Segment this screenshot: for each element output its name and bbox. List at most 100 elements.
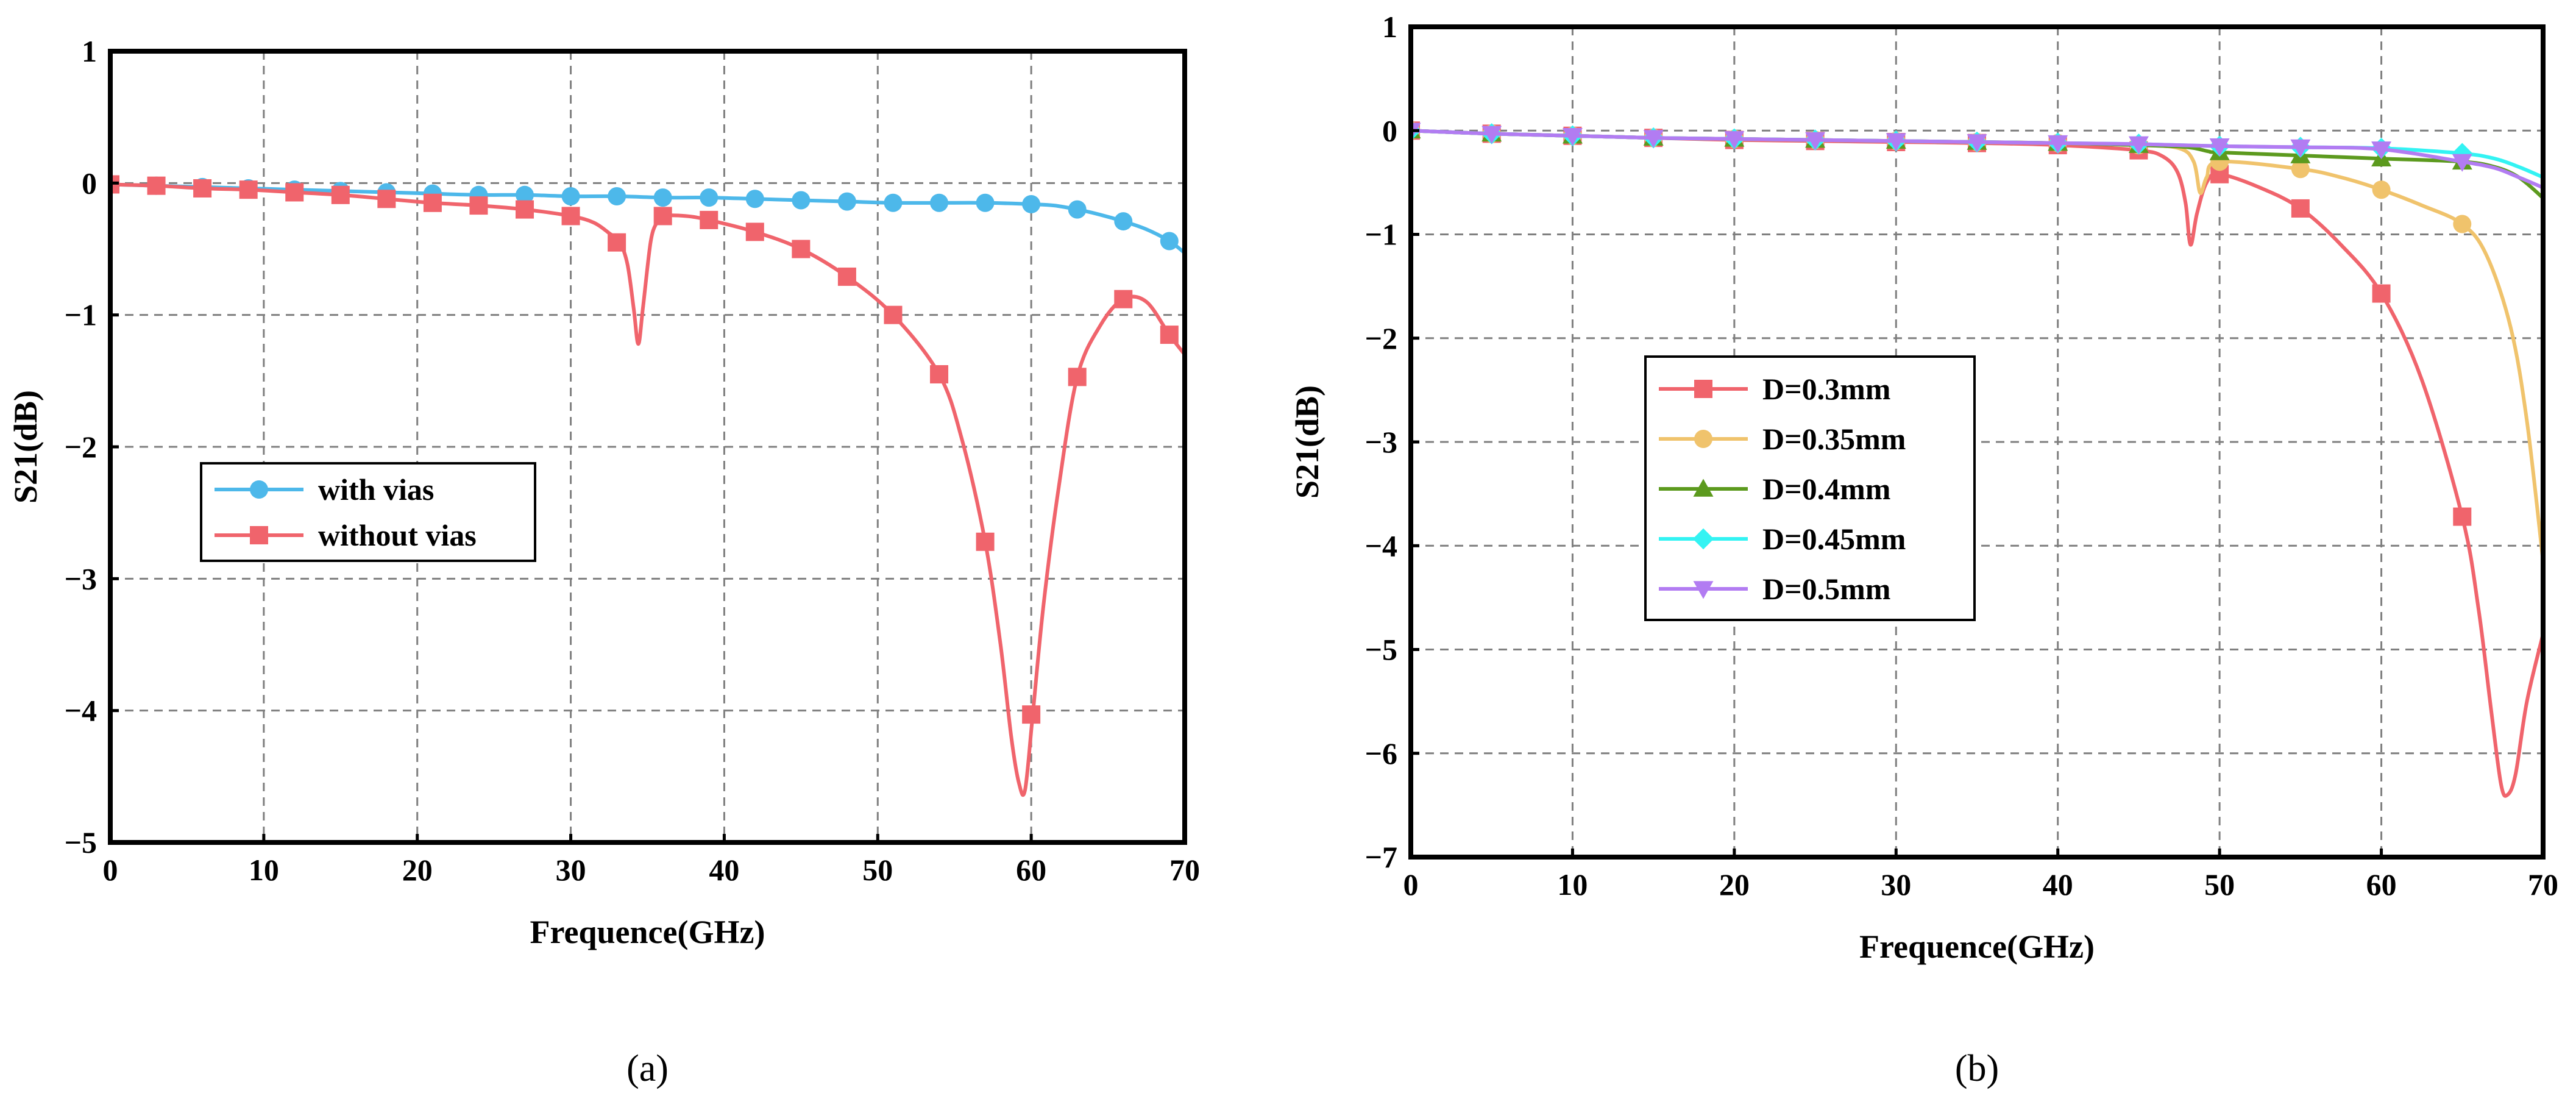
data-point bbox=[1022, 705, 1041, 724]
legend-label: without vias bbox=[318, 518, 477, 552]
data-point bbox=[2291, 160, 2310, 179]
x-axis-label: Frequence(GHz) bbox=[530, 914, 765, 950]
data-point bbox=[1022, 194, 1041, 213]
legend-label: D=0.5mm bbox=[1762, 572, 1890, 606]
x-tick-label: 30 bbox=[556, 853, 586, 887]
data-point bbox=[2048, 135, 2068, 154]
y-tick-label: 1 bbox=[1382, 10, 1397, 44]
data-point bbox=[2209, 138, 2230, 157]
data-point bbox=[653, 188, 672, 207]
data-point bbox=[608, 187, 626, 205]
data-point bbox=[745, 222, 764, 241]
legend-item: D=0.35mm bbox=[1659, 422, 1906, 456]
data-point bbox=[2291, 199, 2310, 218]
data-point bbox=[1724, 131, 1745, 149]
y-axis-label: S21(dB) bbox=[1289, 385, 1325, 499]
legend-marker bbox=[1692, 528, 1714, 550]
legend-label: with vias bbox=[318, 472, 434, 507]
y-tick-label: −5 bbox=[65, 825, 98, 860]
data-point bbox=[2128, 136, 2149, 154]
series-without-vias bbox=[110, 175, 1185, 797]
data-point bbox=[193, 179, 212, 198]
legend-item: D=0.45mm bbox=[1659, 522, 1906, 556]
data-point bbox=[561, 207, 580, 226]
data-point bbox=[516, 200, 534, 219]
legend-marker bbox=[250, 480, 268, 499]
y-tick-label: −4 bbox=[1365, 529, 1398, 563]
data-point bbox=[930, 193, 949, 212]
y-tick-label: −4 bbox=[65, 694, 98, 728]
y-tick-label: 0 bbox=[82, 166, 97, 200]
y-tick-label: −1 bbox=[65, 298, 98, 332]
data-point bbox=[976, 532, 995, 551]
data-point bbox=[1967, 134, 1987, 152]
x-tick-label: 50 bbox=[862, 853, 893, 887]
legend-item: D=0.4mm bbox=[1659, 472, 1890, 506]
data-point bbox=[930, 365, 949, 384]
legend-item: with vias bbox=[215, 472, 434, 507]
data-point bbox=[1160, 326, 1179, 344]
legend-marker bbox=[1694, 380, 1712, 398]
y-tick-label: −2 bbox=[65, 430, 98, 464]
data-point bbox=[976, 193, 995, 212]
data-point bbox=[2452, 154, 2472, 172]
x-tick-label: 20 bbox=[1719, 867, 1750, 902]
x-tick-label: 40 bbox=[2043, 867, 2073, 902]
series-line bbox=[1411, 129, 2543, 190]
y-tick-label: −5 bbox=[1365, 633, 1398, 667]
data-point bbox=[837, 267, 856, 286]
data-point bbox=[331, 185, 350, 204]
x-tick-label: 60 bbox=[2366, 867, 2397, 902]
x-tick-label: 60 bbox=[1016, 853, 1046, 887]
data-point bbox=[516, 185, 534, 204]
data-point bbox=[1562, 128, 1583, 146]
legend-item: without vias bbox=[215, 518, 477, 552]
legend-label: D=0.3mm bbox=[1762, 372, 1890, 406]
data-point bbox=[1114, 212, 1133, 231]
series-line bbox=[110, 182, 1185, 255]
chart-panel-a: 0 10 20 30 40 50 60 7010−1−2−3−4−5Frequence(GHz… bbox=[7, 34, 1200, 1089]
legend-marker bbox=[1693, 479, 1714, 497]
y-tick-label: −3 bbox=[65, 561, 98, 596]
legend-item: D=0.3mm bbox=[1659, 372, 1890, 406]
data-point bbox=[792, 191, 811, 210]
x-tick-label: 30 bbox=[1881, 867, 1911, 902]
chart-panel-b: 0 10 20 30 40 50 60 7010−1−2−3−4−5−6−7Frequence… bbox=[1289, 10, 2558, 1089]
data-point bbox=[2372, 180, 2391, 199]
legend-label: D=0.4mm bbox=[1762, 472, 1890, 506]
data-point bbox=[1068, 368, 1087, 386]
x-tick-label: 70 bbox=[1169, 853, 1200, 887]
legend-label: D=0.35mm bbox=[1762, 422, 1906, 456]
data-point bbox=[1068, 200, 1087, 219]
data-point bbox=[1114, 290, 1133, 308]
data-point bbox=[561, 187, 580, 205]
panel-label: (b) bbox=[1955, 1048, 1999, 1089]
data-point bbox=[2290, 139, 2311, 157]
legend-item: D=0.5mm bbox=[1659, 572, 1890, 606]
legend-label: D=0.45mm bbox=[1762, 522, 1906, 556]
x-tick-label: 70 bbox=[2528, 867, 2558, 902]
legend-marker bbox=[1693, 581, 1714, 599]
data-point bbox=[377, 190, 396, 208]
legend-box bbox=[200, 462, 536, 562]
y-tick-label: −2 bbox=[1365, 321, 1398, 355]
data-point bbox=[745, 190, 764, 208]
data-point bbox=[1160, 232, 1179, 251]
x-axis-label: Frequence(GHz) bbox=[1859, 928, 2095, 965]
y-tick-label: −6 bbox=[1365, 736, 1398, 771]
panel-label: (a) bbox=[626, 1048, 669, 1089]
y-axis-label: S21(dB) bbox=[7, 390, 44, 504]
x-tick-label: 20 bbox=[402, 853, 433, 887]
y-tick-label: −1 bbox=[1365, 218, 1398, 252]
data-point bbox=[285, 183, 304, 202]
y-tick-label: 0 bbox=[1382, 113, 1397, 148]
data-point bbox=[2371, 141, 2392, 160]
x-tick-label: 40 bbox=[709, 853, 739, 887]
data-point bbox=[147, 176, 166, 195]
data-point bbox=[1805, 132, 1826, 151]
data-point bbox=[608, 233, 626, 252]
data-point bbox=[884, 193, 903, 212]
data-point bbox=[653, 207, 672, 226]
legend: with vias without vias bbox=[200, 462, 536, 562]
